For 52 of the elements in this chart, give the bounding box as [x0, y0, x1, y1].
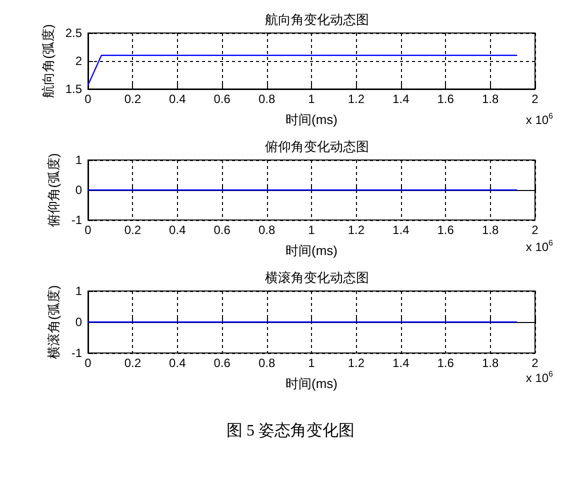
y-axis-title: 俯仰角(弧度) [46, 153, 61, 227]
x-axis-title: 时间(ms) [286, 112, 338, 127]
y-tick-label: 1.5 [65, 82, 82, 96]
x-tick-label: 0.2 [124, 92, 142, 106]
x-tick-label: 1.8 [482, 356, 499, 370]
x-tick-label: 1.4 [392, 356, 410, 370]
y-axis-title: 航向角(弧度) [40, 24, 56, 98]
chart-title: 俯仰角变化动态图 [265, 139, 369, 154]
y-tick-label: 1 [75, 284, 82, 298]
x-tick-label: 0.2 [124, 223, 142, 237]
chart-title: 横滚角变化动态图 [265, 270, 369, 285]
x-tick-label: 1.8 [482, 92, 499, 106]
x-tick-label: 2 [532, 356, 539, 370]
y-tick-label: -1 [71, 213, 82, 227]
x-tick-label: 0.6 [214, 223, 231, 237]
x-tick-label: 0.4 [169, 92, 186, 106]
x-axis-title: 时间(ms) [286, 243, 338, 258]
y-tick-label: 0 [75, 315, 82, 329]
x-tick-label: 1 [308, 92, 316, 106]
x-tick-label: 0.4 [169, 356, 186, 370]
x-tick-label: 0.8 [258, 356, 276, 370]
x-tick-label: 1 [308, 356, 316, 370]
y-tick-label: 2 [75, 54, 82, 68]
x-tick-label: 0 [84, 356, 92, 370]
x-tick-label: 1.2 [348, 92, 365, 106]
x-tick-label: 1.6 [437, 356, 454, 370]
x-tick-label: 1.2 [348, 356, 365, 370]
caption: 图 5 姿态角变化图 [226, 422, 354, 440]
x-tick-label: 0.8 [258, 92, 276, 106]
x-tick-label: 0.6 [214, 92, 231, 106]
x-tick-label: 0 [84, 223, 92, 237]
x-tick-label: 1.6 [437, 223, 454, 237]
x-axis-title: 时间(ms) [286, 376, 338, 391]
y-tick-label: 1 [75, 153, 82, 167]
chart-title: 航向角变化动态图 [265, 12, 369, 27]
x-tick-label: 0.4 [169, 223, 186, 237]
y-tick-label: -1 [71, 346, 82, 360]
x-tick-label: 2 [532, 223, 539, 237]
x-tick-label: 1 [308, 223, 316, 237]
x-tick-label: 2 [532, 92, 539, 106]
x-tick-label: 0.8 [258, 223, 276, 237]
y-tick-label: 0 [75, 183, 82, 197]
x-tick-label: 1.2 [348, 223, 365, 237]
x-tick-label: 1.6 [437, 92, 454, 106]
x-tick-label: 1.8 [482, 223, 499, 237]
x-tick-label: 0.6 [214, 356, 231, 370]
y-axis-title: 横滚角(弧度) [46, 285, 61, 359]
x-tick-label: 0 [84, 92, 92, 106]
x-tick-label: 1.4 [392, 92, 410, 106]
x-tick-label: 1.4 [392, 223, 410, 237]
x-tick-label: 0.2 [124, 356, 142, 370]
y-tick-label: 2.5 [65, 26, 82, 40]
